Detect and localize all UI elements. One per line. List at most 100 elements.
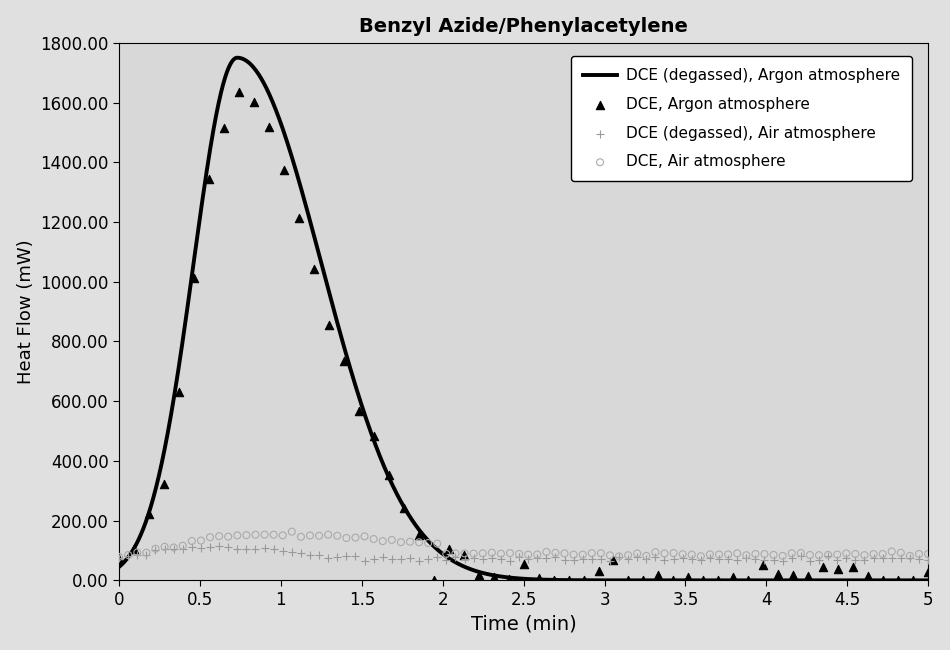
DCE, Air atmosphere	[121, 550, 136, 560]
DCE (degassed), Air atmosphere	[684, 554, 699, 564]
DCE, Air atmosphere	[403, 536, 418, 547]
DCE (degassed), Air atmosphere	[357, 556, 372, 566]
DCE, Argon atmosphere	[441, 544, 456, 554]
DCE, Air atmosphere	[312, 530, 327, 541]
DCE (degassed), Air atmosphere	[111, 552, 126, 563]
DCE (degassed), Air atmosphere	[166, 544, 181, 554]
X-axis label: Time (min): Time (min)	[471, 614, 577, 633]
DCE (degassed), Air atmosphere	[447, 552, 463, 562]
DCE, Air atmosphere	[330, 530, 345, 541]
DCE (degassed), Air atmosphere	[757, 555, 772, 566]
DCE, Argon atmosphere	[261, 122, 276, 132]
DCE, Argon atmosphere	[801, 571, 816, 581]
DCE (degassed), Argon atmosphere	[899, 577, 910, 584]
DCE (degassed), Air atmosphere	[403, 553, 418, 564]
DCE, Argon atmosphere	[726, 572, 741, 582]
DCE, Air atmosphere	[194, 536, 209, 546]
DCE, Argon atmosphere	[246, 97, 261, 107]
DCE (degassed), Air atmosphere	[875, 553, 890, 564]
DCE, Air atmosphere	[748, 549, 763, 559]
DCE (degassed), Air atmosphere	[539, 553, 554, 564]
DCE (degassed), Air atmosphere	[238, 544, 254, 554]
DCE, Air atmosphere	[602, 550, 618, 560]
DCE, Air atmosphere	[839, 548, 854, 558]
DCE, Air atmosphere	[884, 546, 900, 556]
DCE, Air atmosphere	[511, 549, 526, 559]
DCE, Argon atmosphere	[711, 575, 726, 586]
DCE (degassed), Air atmosphere	[294, 549, 309, 559]
DCE, Argon atmosphere	[352, 406, 367, 416]
DCE, Air atmosphere	[375, 536, 390, 546]
DCE, Air atmosphere	[284, 526, 299, 537]
DCE, Argon atmosphere	[471, 569, 486, 580]
DCE (degassed), Air atmosphere	[921, 555, 936, 566]
DCE, Argon atmosphere	[606, 555, 621, 566]
DCE, Air atmosphere	[784, 548, 799, 558]
DCE, Air atmosphere	[648, 547, 663, 557]
DCE, Air atmosphere	[421, 538, 436, 548]
DCE (degassed), Air atmosphere	[457, 554, 472, 564]
Title: Benzyl Azide/Phenylacetylene: Benzyl Azide/Phenylacetylene	[359, 17, 688, 36]
DCE, Argon atmosphere	[636, 575, 651, 586]
DCE, Argon atmosphere	[126, 543, 142, 554]
DCE (degassed), Air atmosphere	[694, 554, 709, 565]
DCE, Argon atmosphere	[770, 569, 786, 579]
DCE (degassed), Air atmosphere	[184, 541, 200, 552]
DCE (degassed), Air atmosphere	[493, 554, 508, 564]
DCE (degassed), Air atmosphere	[384, 554, 399, 564]
DCE (degassed), Air atmosphere	[748, 554, 763, 564]
DCE, Air atmosphere	[857, 550, 872, 560]
Y-axis label: Heat Flow (mW): Heat Flow (mW)	[17, 239, 34, 384]
DCE, Argon atmosphere	[816, 562, 831, 573]
DCE, Air atmosphere	[166, 542, 181, 552]
DCE (degassed), Air atmosphere	[839, 552, 854, 563]
DCE (degassed), Air atmosphere	[712, 554, 727, 564]
DCE, Air atmosphere	[248, 530, 263, 540]
DCE, Argon atmosphere	[861, 571, 876, 581]
DCE, Air atmosphere	[439, 549, 454, 559]
DCE (degassed), Air atmosphere	[475, 554, 490, 564]
DCE, Air atmosphere	[630, 548, 645, 558]
DCE, Argon atmosphere	[142, 508, 157, 519]
DCE (degassed), Air atmosphere	[276, 546, 291, 556]
DCE, Argon atmosphere	[501, 573, 516, 584]
DCE, Argon atmosphere	[366, 430, 381, 441]
DCE, Air atmosphere	[793, 548, 808, 558]
DCE (degassed), Air atmosphere	[829, 554, 845, 565]
DCE, Air atmosphere	[411, 537, 427, 547]
DCE (degassed), Air atmosphere	[466, 553, 482, 564]
DCE, Air atmosphere	[447, 548, 463, 558]
DCE, Argon atmosphere	[306, 264, 321, 274]
DCE, Air atmosphere	[656, 548, 672, 558]
DCE, Argon atmosphere	[681, 572, 696, 582]
DCE (degassed), Air atmosphere	[302, 550, 317, 560]
DCE, Air atmosphere	[457, 548, 472, 558]
DCE, Air atmosphere	[393, 537, 408, 547]
DCE, Air atmosphere	[775, 551, 790, 561]
DCE, Air atmosphere	[294, 532, 309, 542]
DCE (degassed), Air atmosphere	[847, 555, 863, 566]
DCE (degassed), Air atmosphere	[375, 552, 390, 562]
DCE, Air atmosphere	[238, 530, 254, 540]
DCE, Air atmosphere	[184, 536, 200, 546]
DCE, Air atmosphere	[339, 533, 354, 543]
DCE, Air atmosphere	[666, 548, 681, 558]
DCE (degassed), Air atmosphere	[393, 554, 408, 564]
DCE (degassed), Air atmosphere	[720, 554, 735, 564]
DCE, Air atmosphere	[638, 551, 654, 561]
DCE, Air atmosphere	[493, 549, 508, 559]
DCE, Air atmosphere	[730, 548, 745, 558]
DCE (degassed), Air atmosphere	[911, 554, 926, 564]
DCE, Air atmosphere	[739, 550, 754, 560]
DCE, Air atmosphere	[612, 551, 627, 562]
DCE, Air atmosphere	[302, 530, 317, 541]
DCE, Air atmosphere	[230, 530, 245, 541]
DCE, Air atmosphere	[584, 548, 599, 558]
DCE (degassed), Air atmosphere	[157, 544, 172, 554]
DCE, Argon atmosphere	[621, 575, 637, 586]
DCE, Air atmosphere	[766, 550, 781, 560]
DCE, Argon atmosphere	[456, 549, 471, 560]
DCE, Air atmosphere	[921, 549, 936, 559]
DCE, Argon atmosphere	[427, 575, 442, 585]
DCE (degassed), Argon atmosphere	[485, 571, 497, 578]
